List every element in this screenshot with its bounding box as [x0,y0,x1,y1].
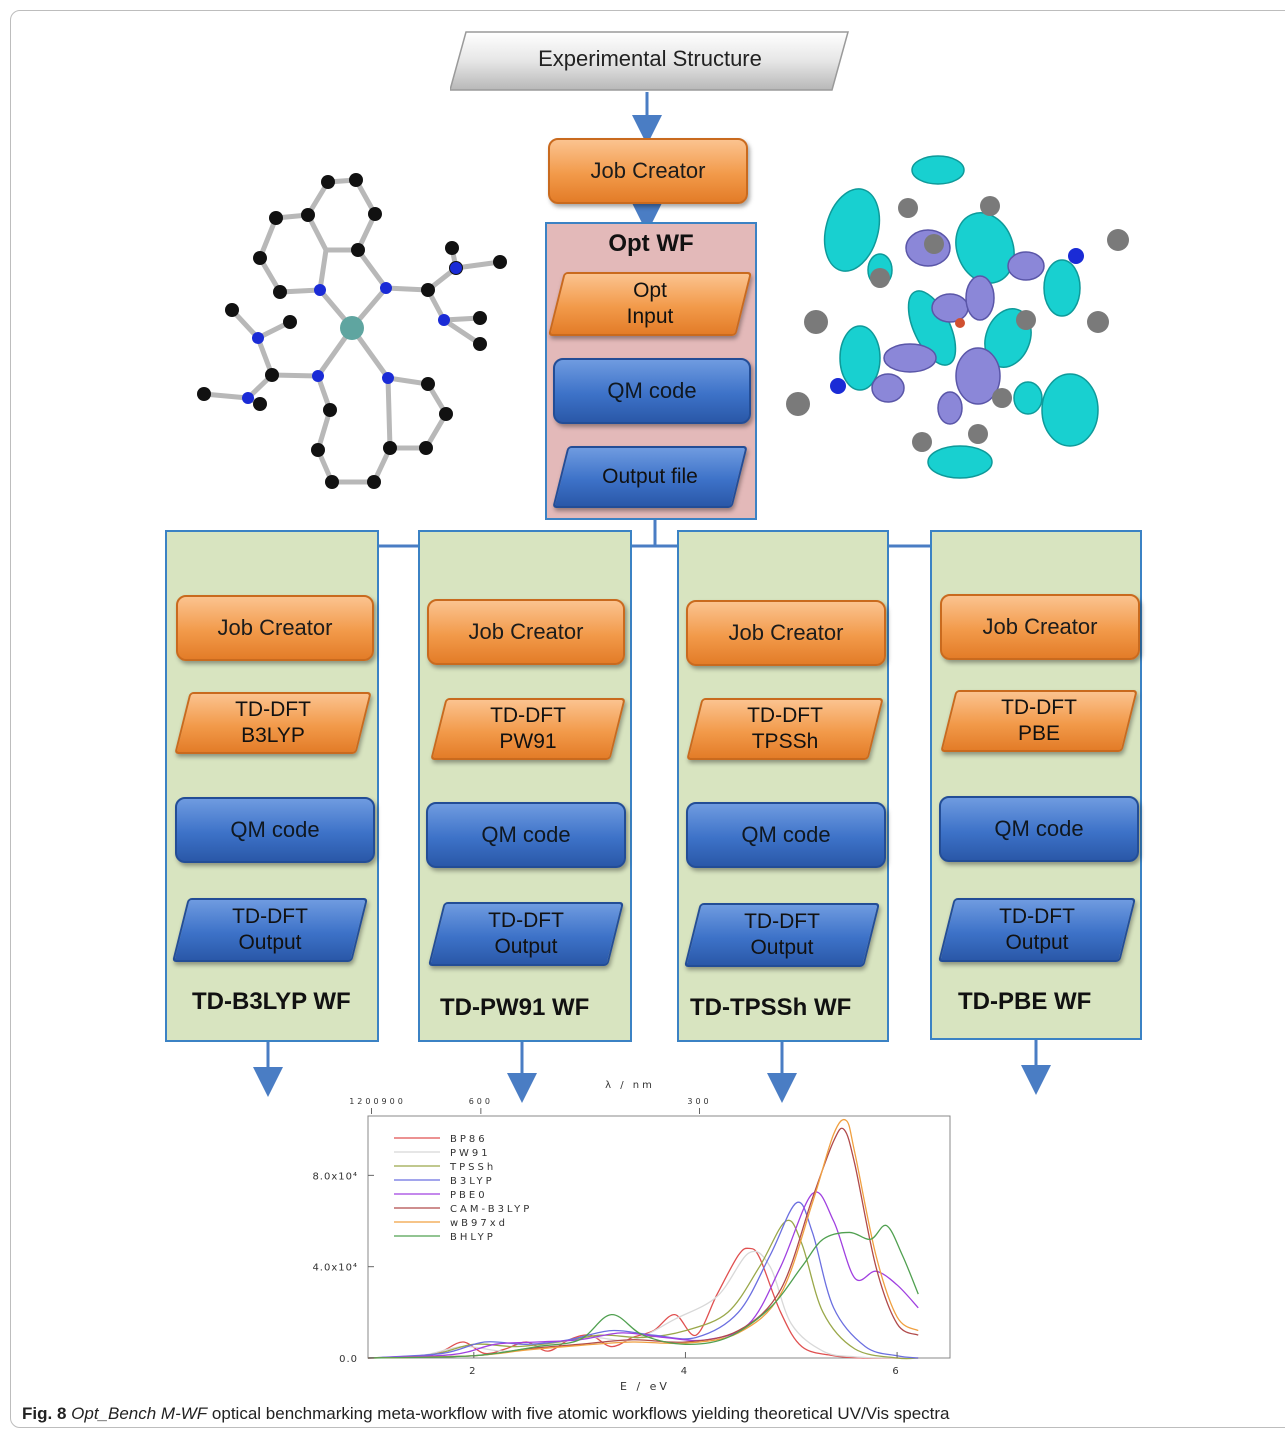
wf-pw91-job-creator-node: Job Creator [427,599,625,665]
wf-pbe-method-node: TD-DFT PBE [940,690,1138,752]
x-tick-label: 4 [681,1366,690,1377]
uv-vis-spectrum-chart: BP86 PW91 TPSSh B3LYP PBE0 CAM-B3LYP wB97xd BHL… [312,1080,951,1393]
chart-plot-frame [367,1115,951,1359]
wf-pw91-method-label: TD-DFT PW91 [490,704,566,753]
wf-b3lyp-output-node: TD-DFT Output [172,898,368,962]
opt-output-label: Output file [602,465,698,488]
wf-pbe-method-label: TD-DFT PBE [1001,696,1077,745]
series-line-pw91 [367,1250,919,1359]
opt-qm-code-label: QM code [607,378,697,403]
wf-pw91-qm-code-label: QM code [481,822,571,847]
x-tick-label: 2 [469,1366,478,1377]
opt-output-node: Output file [552,446,748,508]
wf-b3lyp-qm-code-label: QM code [230,817,320,842]
wf-tpssh-method-node: TD-DFT TPSSh [686,698,884,760]
wf-pw91-title: TD-PW91 WF [440,994,590,1021]
wf-b3lyp-title: TD-B3LYP WF [192,988,351,1015]
wf-pbe-output-label: TD-DFT Output [999,905,1075,954]
series-line-cam-b3lyp [367,1127,919,1359]
wf-pbe-job-creator-node: Job Creator [940,594,1140,660]
chart-top-xlabel: λ / nm [605,1080,655,1091]
wf-tpssh-method-label: TD-DFT TPSSh [747,704,823,753]
wf-tpssh-job-creator-label: Job Creator [728,620,844,645]
wf-tpssh-qm-code-node: QM code [686,802,886,868]
x-tick-label: 6 [892,1366,901,1377]
opt-input-label: Opt Input [626,279,674,328]
opt-wf-title: Opt WF [608,230,694,257]
series-line-tpssh [367,1219,919,1360]
legend-label: BP86 [450,1134,488,1145]
figure-caption: Fig. 8 Opt_Bench M-WF optical benchmarki… [22,1404,950,1424]
y-tick-label: 4.0x10⁴ [312,1263,358,1274]
wf-b3lyp-job-creator-node: Job Creator [176,595,374,661]
figure-frame [10,10,1285,1428]
wf-tpssh-output-label: TD-DFT Output [744,910,820,959]
wf-pw91-output-node: TD-DFT Output [428,902,624,966]
wf-b3lyp-qm-code-node: QM code [175,797,375,863]
legend-label: wB97xd [450,1218,508,1229]
opt-qm-code-node: QM code [553,358,751,424]
wf-pbe-title: TD-PBE WF [958,988,1092,1015]
legend-label: B3LYP [450,1176,495,1187]
legend-label: PW91 [450,1148,491,1159]
wf-pw91-method-node: TD-DFT PW91 [430,698,626,760]
opt-job-creator-label: Job Creator [590,158,706,183]
series-line-wb97xd [367,1118,919,1359]
top-tick-label: 600 [469,1097,493,1106]
series-line-b3lyp [367,1201,919,1359]
wf-tpssh-output-node: TD-DFT Output [684,903,880,967]
caption-text: optical benchmarking meta-workflow with … [211,1404,950,1423]
opt-input-node: Opt Input [548,272,752,336]
opt-job-creator-node: Job Creator [548,138,748,204]
caption-fig-number: Fig. 8 [22,1404,67,1423]
wf-tpssh-title: TD-TPSSh WF [690,994,852,1021]
wf-pbe-qm-code-node: QM code [939,796,1139,862]
wf-tpssh-qm-code-label: QM code [741,822,831,847]
wf-pw91-job-creator-label: Job Creator [468,619,584,644]
chart-xlabel: E / eV [620,1380,670,1393]
wf-pw91-qm-code-node: QM code [426,802,626,868]
wf-pbe-output-node: TD-DFT Output [938,898,1136,962]
series-line-bhlyp [367,1224,919,1359]
caption-italic-name: Opt_Bench M-WF [71,1404,208,1423]
orbital-isosurface-image [786,155,1129,479]
wf-b3lyp-method-node: TD-DFT B3LYP [174,692,372,754]
wf-pbe-job-creator-label: Job Creator [982,614,1098,639]
wf-pw91-output-label: TD-DFT Output [488,909,564,958]
wf-pbe-qm-code-label: QM code [994,816,1084,841]
series-line-pbe0 [367,1191,919,1359]
y-tick-label: 0.0 [339,1354,358,1365]
legend-label: BHLYP [450,1232,496,1243]
experimental-structure-banner [450,31,849,91]
legend-label: PBE0 [450,1190,488,1201]
experimental-structure-label: Experimental Structure [538,46,762,71]
top-tick-label: 1200900 [349,1097,406,1106]
y-tick-label: 8.0x10⁴ [312,1171,358,1182]
top-tick-label: 300 [687,1097,711,1106]
molecule-structure-image [197,173,507,489]
legend-label: CAM-B3LYP [450,1204,532,1215]
wf-b3lyp-output-label: TD-DFT Output [232,905,308,954]
legend-label: TPSSh [449,1162,496,1173]
wf-tpssh-job-creator-node: Job Creator [686,600,886,666]
wf-b3lyp-method-label: TD-DFT B3LYP [235,698,311,747]
wf-b3lyp-job-creator-label: Job Creator [217,615,333,640]
